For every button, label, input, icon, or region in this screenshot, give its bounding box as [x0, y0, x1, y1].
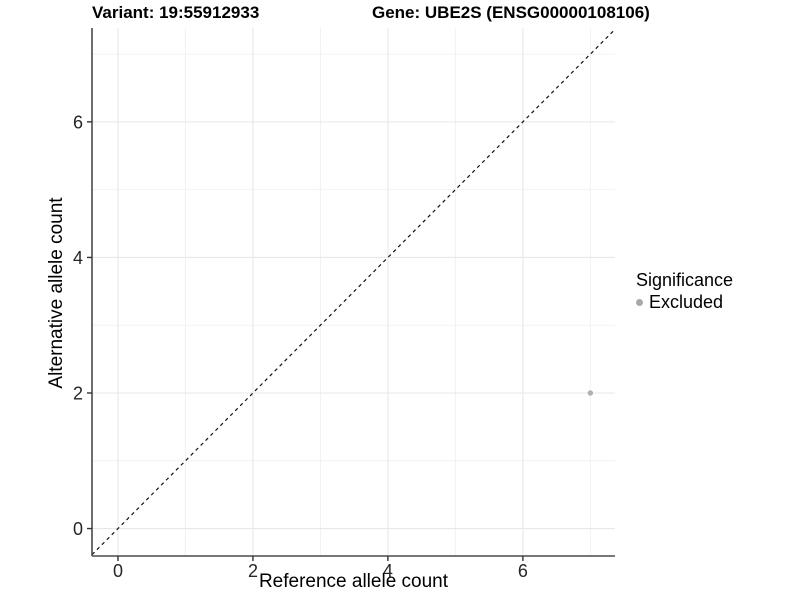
x-tick-label: 0 [113, 561, 123, 581]
legend: Significance Excluded [636, 270, 733, 312]
y-tick-label: 0 [73, 519, 83, 539]
variant-title: Variant: 19:55912933 [92, 3, 260, 22]
x-tick-label: 6 [518, 561, 528, 581]
y-tick-label: 4 [73, 248, 83, 268]
gene-title: Gene: UBE2S (ENSG00000108106) [372, 3, 650, 22]
y-tick-label: 6 [73, 112, 83, 132]
legend-item-excluded: Excluded [636, 292, 733, 312]
y-axis-title: Alternative allele count [46, 197, 67, 389]
x-tick-label: 2 [248, 561, 258, 581]
x-tick-label: 4 [383, 561, 393, 581]
y-tick-label: 2 [73, 383, 83, 403]
excluded-point-icon [636, 298, 643, 306]
legend-item-label: Excluded [649, 292, 724, 312]
data-point [587, 390, 594, 396]
x-axis-title: Reference allele count [258, 571, 449, 592]
legend-title: Significance [636, 270, 734, 290]
identity-line [91, 28, 616, 556]
